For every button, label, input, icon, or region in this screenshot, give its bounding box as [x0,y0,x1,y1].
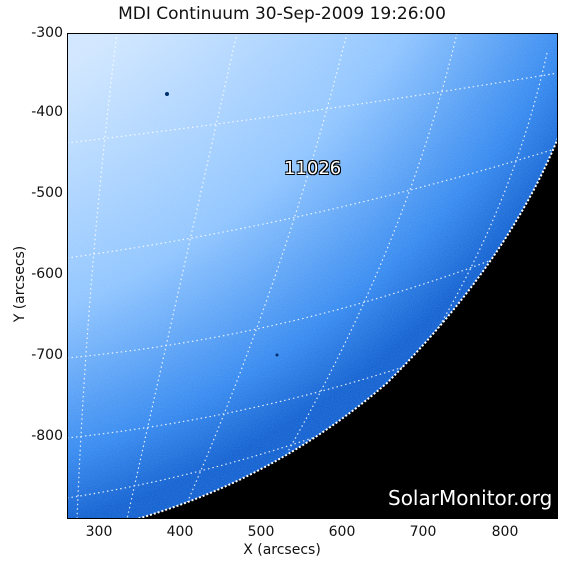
solar-image-plot [67,33,558,519]
active-region-label: 11026 [284,158,342,179]
y-tick-label: -600 [31,266,63,282]
solar-disk-image [67,33,558,519]
y-axis-label: Y (arcsecs) [12,245,28,323]
x-tick-label: 500 [247,524,275,540]
y-tick-label: -700 [31,347,63,363]
chart-title: MDI Continuum 30-Sep-2009 19:26:00 [118,4,446,24]
x-axis-label: X (arcsecs) [243,542,321,558]
y-tick-label: -800 [31,428,63,444]
solar-limb [136,137,558,519]
sunspot [165,92,169,96]
y-tick-label: -300 [31,25,63,41]
sunspot [275,353,279,357]
y-tick-label: -500 [31,185,63,201]
x-tick-label: 700 [409,524,437,540]
x-tick-label: 300 [85,524,113,540]
heliographic-grid [67,33,558,519]
x-tick-label: 800 [491,524,519,540]
watermark: SolarMonitor.org [388,486,553,510]
x-tick-label: 400 [166,524,194,540]
y-tick-label: -400 [31,104,63,120]
x-tick-label: 600 [328,524,356,540]
